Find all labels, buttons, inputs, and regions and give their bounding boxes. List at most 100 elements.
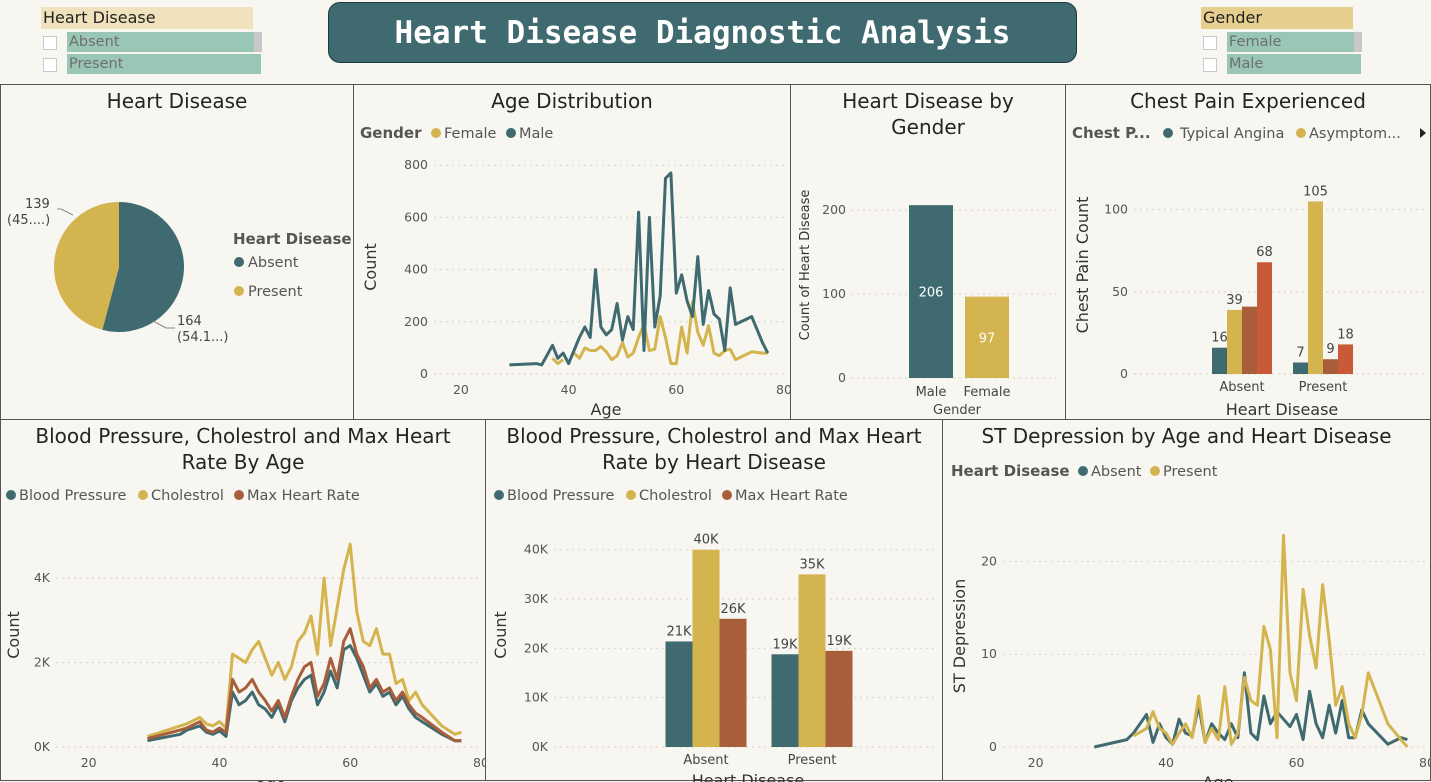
legend-blood-pressure[interactable]: Blood Pressure xyxy=(507,488,615,504)
bar-present-2 xyxy=(1323,359,1338,374)
x-tick-label: 20 xyxy=(1028,755,1044,770)
pie-legend-absent[interactable]: Absent xyxy=(248,255,299,271)
bar-absent-0 xyxy=(665,641,693,747)
bp-by-heart-disease-panel: Blood Pressure, Cholestrol and Max Heart… xyxy=(485,419,943,782)
slicer-scrollbar[interactable] xyxy=(254,32,262,52)
y-tick-label: 0 xyxy=(420,366,428,381)
legend-marker-asymptomatic xyxy=(1296,128,1306,138)
bar-absent-0 xyxy=(1212,347,1227,374)
x-tick-label: Absent xyxy=(1219,380,1264,395)
series-line-max-heart-rate xyxy=(147,627,462,743)
chest-legend-asymptomatic[interactable]: Asymptom... xyxy=(1309,126,1401,142)
legend-marker-present xyxy=(234,286,244,296)
bar-present-1 xyxy=(798,574,826,747)
legend-max-heart-rate[interactable]: Max Heart Rate xyxy=(735,488,848,504)
x-tick-label: 60 xyxy=(342,755,358,770)
st-depression-panel: ST Depression by Age and Heart Disease H… xyxy=(942,419,1431,782)
data-label: 97 xyxy=(979,331,996,346)
legend-blood-pressure[interactable]: Blood Pressure xyxy=(19,488,127,504)
series-line-female xyxy=(551,300,768,366)
x-tick-label: Present xyxy=(788,753,837,768)
legend-cholestrol[interactable]: Cholestrol xyxy=(151,488,224,504)
age-legend-female[interactable]: Female xyxy=(444,126,497,142)
legend-marker-male xyxy=(506,128,516,138)
series-line-present xyxy=(1132,533,1409,748)
st-legend-title: Heart Disease xyxy=(951,462,1070,480)
y-axis-title: ST Depression xyxy=(950,579,969,693)
age-distribution-panel: Age Distribution Gender Female Male 0 200… xyxy=(353,84,792,420)
legend-marker-absent xyxy=(1078,466,1088,476)
y-tick-label: 0 xyxy=(1120,366,1128,381)
slicer-item-present[interactable]: Present xyxy=(43,54,263,74)
age-legend-male[interactable]: Male xyxy=(519,126,553,142)
y-tick-label: 200 xyxy=(404,314,428,329)
x-tick-label: 80 xyxy=(1419,755,1431,770)
slicer-item-female[interactable]: Female xyxy=(1203,32,1363,52)
pie-label-absent-pct: (54.1...) xyxy=(177,330,229,345)
x-tick-label: Present xyxy=(1299,380,1348,395)
st-legend-absent[interactable]: Absent xyxy=(1091,464,1142,480)
data-label: 206 xyxy=(919,286,944,301)
checkbox-male[interactable] xyxy=(1203,58,1217,72)
panel-title-line1: Blood Pressure, Cholestrol and Max Heart xyxy=(35,424,451,448)
bar-absent-2 xyxy=(1242,306,1257,374)
gender-bar-chart: 0 100 200 206 Male 97 Female Gender Count of H… xyxy=(798,190,1056,418)
legend-cholestrol[interactable]: Cholestrol xyxy=(639,488,712,504)
legend-marker-typical-angina xyxy=(1163,128,1173,138)
data-label: 68 xyxy=(1256,245,1273,260)
panel-title-line1: Heart Disease by xyxy=(842,89,1014,113)
legend-marker-max-heart-rate xyxy=(722,490,732,500)
y-axis-title: Chest Pain Count xyxy=(1073,197,1092,334)
st-depression-chart: Heart Disease Absent Present 0 10 20 20 40 60… xyxy=(950,462,1431,782)
st-legend-present[interactable]: Present xyxy=(1163,464,1218,480)
bp-by-heart-disease-chart: Blood Pressure Cholestrol Max Heart Rate… xyxy=(491,488,938,782)
checkbox-female[interactable] xyxy=(1203,36,1217,50)
x-axis-title: Gender xyxy=(933,403,982,418)
chest-pain-chart: Chest P... Typical Angina Asymptom... 0 5… xyxy=(1072,124,1426,419)
slicer-label-male: Male xyxy=(1227,54,1361,74)
y-axis-title: Count of Heart Disease xyxy=(798,190,813,341)
series-line-blood-pressure xyxy=(147,644,462,743)
bar-male xyxy=(909,205,953,378)
slicer-item-male[interactable]: Male xyxy=(1203,54,1363,74)
bar-absent-3 xyxy=(1257,262,1272,374)
slicer-item-absent[interactable]: Absent xyxy=(43,32,263,52)
data-label: 105 xyxy=(1303,184,1328,199)
checkbox-absent[interactable] xyxy=(43,36,57,50)
bar-present-0 xyxy=(1293,362,1308,374)
slicer-scrollbar-gender[interactable] xyxy=(1354,32,1362,52)
legend-marker-max-heart-rate xyxy=(234,490,244,500)
legend-marker-blood-pressure xyxy=(494,490,504,500)
legend-marker-present xyxy=(1150,466,1160,476)
legend-marker-blood-pressure xyxy=(6,490,16,500)
panel-title: Heart Disease xyxy=(106,89,248,113)
legend-next-arrow-icon[interactable] xyxy=(1420,128,1426,138)
y-tick-label: 600 xyxy=(404,209,428,224)
x-tick-label: 40 xyxy=(1158,755,1174,770)
bar-female xyxy=(965,296,1009,378)
legend-marker-absent xyxy=(234,257,244,267)
heart-disease-pie-panel: Heart Disease Heart Disease Absent Prese… xyxy=(0,84,354,420)
pie-legend-present[interactable]: Present xyxy=(248,284,303,300)
data-label: 16 xyxy=(1211,331,1228,346)
legend-max-heart-rate[interactable]: Max Heart Rate xyxy=(247,488,360,504)
pie-label-present-pct: (45....) xyxy=(7,213,50,228)
y-axis-title: Count xyxy=(4,611,23,659)
y-tick-label: 0K xyxy=(532,739,549,754)
data-label: 7 xyxy=(1296,345,1304,360)
chest-legend-typical-angina[interactable]: Typical Angina xyxy=(1179,126,1284,142)
y-tick-label: 100 xyxy=(822,286,846,301)
legend-marker-female xyxy=(431,128,441,138)
x-axis-title: Heart Disease xyxy=(1226,400,1339,419)
bar-absent-1 xyxy=(692,549,720,747)
bar-present-1 xyxy=(1308,201,1323,374)
x-tick-label: 40 xyxy=(212,755,228,770)
checkbox-present[interactable] xyxy=(43,58,57,72)
panel-title: ST Depression by Age and Heart Disease xyxy=(981,424,1392,448)
chest-legend-title: Chest P... xyxy=(1072,124,1151,142)
data-label: 19K xyxy=(826,634,852,649)
bar-present-3 xyxy=(1338,344,1353,374)
x-axis-title: Age xyxy=(1203,773,1234,782)
data-label: 18 xyxy=(1337,327,1354,342)
slicer-label-present: Present xyxy=(67,54,261,74)
